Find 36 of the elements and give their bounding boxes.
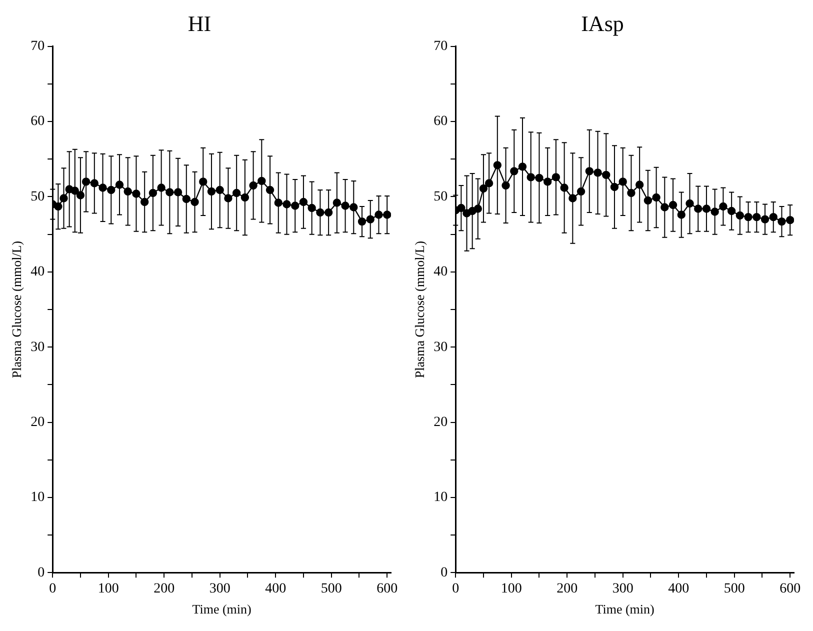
y-tick-label: 50 xyxy=(434,189,448,204)
y-tick-label: 10 xyxy=(434,490,448,506)
y-tick-label: 0 xyxy=(38,565,45,580)
x-tick-label: 100 xyxy=(500,582,522,597)
y-tick-label: 70 xyxy=(30,39,45,54)
x-tick-label: 200 xyxy=(154,582,175,597)
y-tick-label: 50 xyxy=(30,189,45,204)
y-tick-label: 20 xyxy=(434,414,448,430)
y-tick-label: 20 xyxy=(30,414,45,430)
x-tick-label: 100 xyxy=(98,582,119,597)
x-tick-label: 0 xyxy=(452,582,460,597)
x-axis-title: Time (min) xyxy=(595,602,654,617)
x-tick-label: 400 xyxy=(265,582,286,597)
y-tick-label: 30 xyxy=(434,340,448,355)
y-axis-title: Plasma Glucose (mmol/L) xyxy=(9,240,24,378)
x-tick-label: 300 xyxy=(612,582,634,597)
x-tick-label: 600 xyxy=(376,582,398,597)
y-tick-label: 70 xyxy=(434,39,448,54)
x-tick-label: 400 xyxy=(668,582,690,597)
chart-title: IAsp xyxy=(581,10,624,36)
x-tick-label: 600 xyxy=(780,582,801,597)
y-axis-title: Plasma Glucose (mmol/L) xyxy=(412,240,428,378)
y-tick-label: 60 xyxy=(434,114,448,130)
x-axis-title: Time (min) xyxy=(192,602,252,617)
x-tick-label: 0 xyxy=(49,582,56,597)
y-tick-label: 40 xyxy=(434,264,448,280)
y-tick-label: 10 xyxy=(30,490,45,506)
y-tick-label: 30 xyxy=(30,340,45,355)
x-tick-label: 500 xyxy=(724,582,745,597)
x-tick-label: 300 xyxy=(209,582,230,597)
x-tick-label: 500 xyxy=(320,582,342,597)
chart-title: HI xyxy=(188,10,212,36)
y-tick-label: 0 xyxy=(440,565,448,580)
y-tick-label: 40 xyxy=(30,264,45,280)
x-tick-label: 200 xyxy=(556,582,578,597)
y-tick-label: 60 xyxy=(30,114,45,130)
